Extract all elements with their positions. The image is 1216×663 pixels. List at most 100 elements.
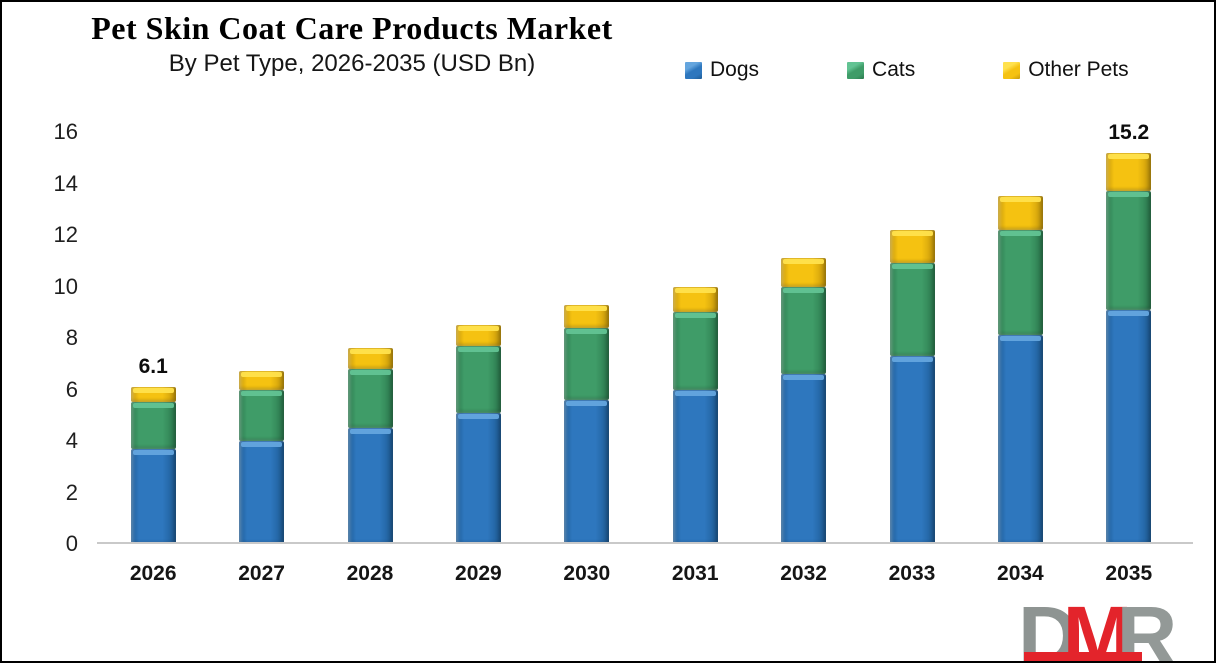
bar-segment-2035-dogs — [1106, 309, 1152, 544]
x-tick-label-2028: 2028 — [346, 562, 394, 585]
y-tick-label: 2 — [65, 479, 78, 505]
bar-segment-2031-dogs — [672, 389, 718, 544]
bar-bevel-highlight — [1108, 192, 1150, 198]
bar-bevel-highlight — [349, 369, 391, 375]
chart-subtitle: By Pet Type, 2026-2035 (USD Bn) — [168, 49, 536, 77]
bar-bevel-highlight — [566, 400, 608, 406]
plot-area: 6.1 15.2 — [99, 121, 1183, 544]
bar-bevel-highlight — [674, 313, 716, 319]
legend-label: Cats — [872, 58, 916, 81]
bar-bevel-highlight — [674, 390, 716, 396]
y-tick-label: 16 — [53, 119, 78, 144]
y-tick-label: 8 — [65, 325, 78, 350]
bar-segment-2028-dogs — [347, 428, 393, 544]
x-tick-label-2034: 2034 — [997, 562, 1044, 585]
bar-segment-2032-other-pets — [781, 258, 827, 287]
bar-bevel-highlight — [891, 230, 933, 236]
y-axis: 0 2 4 6 8 10 12 14 16 — [2, 119, 84, 556]
bar-segment-2032-cats — [781, 286, 827, 375]
bar-segment-2029-other-pets — [455, 325, 501, 346]
x-axis-labels: 2026 2027 2028 2029 2030 2031 2032 2033 2034 2035 — [99, 562, 1183, 592]
bar-bevel-highlight — [783, 375, 825, 381]
bar-bevel-highlight — [999, 197, 1041, 203]
bar-bevel-highlight — [457, 413, 499, 419]
bar-bevel-highlight — [1108, 310, 1150, 316]
bar-segment-2029-cats — [455, 345, 501, 413]
bar-bevel-highlight — [132, 403, 174, 409]
bar-segment-2027-dogs — [239, 441, 285, 544]
x-tick-label-2031: 2031 — [671, 562, 719, 585]
bar-bevel-highlight — [241, 390, 283, 396]
bar-bevel-highlight — [349, 349, 391, 355]
bar-segment-2035-other-pets — [1106, 152, 1152, 192]
bar-segment-2035-cats — [1106, 191, 1152, 310]
bar-segment-2028-other-pets — [347, 348, 393, 369]
bar-segment-2034-dogs — [997, 335, 1043, 544]
x-tick-label-2029: 2029 — [455, 562, 502, 585]
bar-segment-2033-dogs — [889, 356, 935, 544]
x-tick-label-2030: 2030 — [563, 562, 611, 585]
x-tick-label-2033: 2033 — [888, 562, 936, 585]
bar-bevel-highlight — [783, 287, 825, 293]
y-tick-label: 4 — [65, 428, 78, 453]
x-tick-label-2032: 2032 — [780, 562, 827, 585]
bar-segment-2030-dogs — [564, 399, 610, 544]
legend-item-dogs: Dogs — [685, 58, 759, 82]
chart-header: Pet Skin Coat Care Products Market By Pe… — [42, 10, 662, 78]
bar-segment-2033-other-pets — [889, 229, 935, 264]
legend-swatch-icon — [847, 61, 865, 79]
bar-total-label-2035: 15.2 — [1108, 120, 1150, 144]
legend-swatch-icon — [1003, 61, 1021, 79]
bar-bevel-highlight — [674, 287, 716, 293]
y-tick-label: 6 — [65, 376, 78, 402]
bar-segment-2027-other-pets — [239, 371, 285, 390]
bar-bevel-highlight — [1108, 153, 1150, 159]
bar-segment-2034-other-pets — [997, 196, 1043, 230]
bar-segment-2032-dogs — [781, 374, 827, 544]
bar-segment-2026-dogs — [130, 448, 176, 544]
bar-bevel-highlight — [349, 429, 391, 435]
legend: Dogs Cats Other Pets — [685, 58, 1129, 82]
bar-segment-2030-cats — [564, 327, 610, 400]
bar-bevel-highlight — [891, 264, 933, 270]
bar-bevel-highlight — [999, 230, 1041, 236]
bar-segment-2031-cats — [672, 312, 718, 390]
y-tick-label: 14 — [53, 170, 78, 196]
bar-bevel-highlight — [241, 442, 283, 447]
bar-bevel-highlight — [891, 357, 933, 363]
chart-title: Pet Skin Coat Care Products Market — [91, 10, 613, 46]
legend-label: Dogs — [710, 58, 760, 81]
bar-segment-2026-cats — [130, 402, 176, 449]
x-axis-line — [97, 542, 1193, 544]
bar-segment-2033-cats — [889, 263, 935, 357]
bar-bevel-highlight — [132, 449, 174, 455]
x-tick-label-2035: 2035 — [1105, 562, 1153, 585]
x-tick-label-2027: 2027 — [238, 562, 285, 585]
legend-item-other-pets: Other Pets — [1003, 58, 1129, 82]
legend-label: Other Pets — [1028, 58, 1129, 81]
bar-bevel-highlight — [999, 336, 1041, 342]
bar-segment-2027-cats — [239, 389, 285, 441]
logo-underline-bar — [1024, 652, 1142, 661]
bar-segment-2026-other-pets — [130, 386, 176, 403]
bar-bevel-highlight — [457, 346, 499, 352]
legend-swatch-icon — [685, 61, 702, 79]
y-tick-label: 12 — [53, 222, 78, 247]
bar-bevel-highlight — [566, 305, 608, 311]
bar-bevel-highlight — [241, 372, 283, 378]
bar-bevel-highlight — [132, 387, 174, 393]
legend-item-cats: Cats — [847, 58, 915, 82]
x-tick-label-2026: 2026 — [129, 562, 177, 585]
y-tick-label: 10 — [53, 273, 78, 299]
bar-segment-2034-cats — [997, 229, 1043, 336]
bar-segment-2030-other-pets — [564, 304, 610, 328]
bar-total-label-2026: 6.1 — [138, 354, 168, 378]
bar-bevel-highlight — [457, 326, 499, 332]
bar-bevel-highlight — [566, 328, 608, 334]
bar-bevel-highlight — [783, 259, 825, 265]
bar-segment-2028-cats — [347, 368, 393, 429]
bar-segment-2031-other-pets — [672, 286, 718, 313]
y-tick-label: 0 — [65, 531, 78, 556]
